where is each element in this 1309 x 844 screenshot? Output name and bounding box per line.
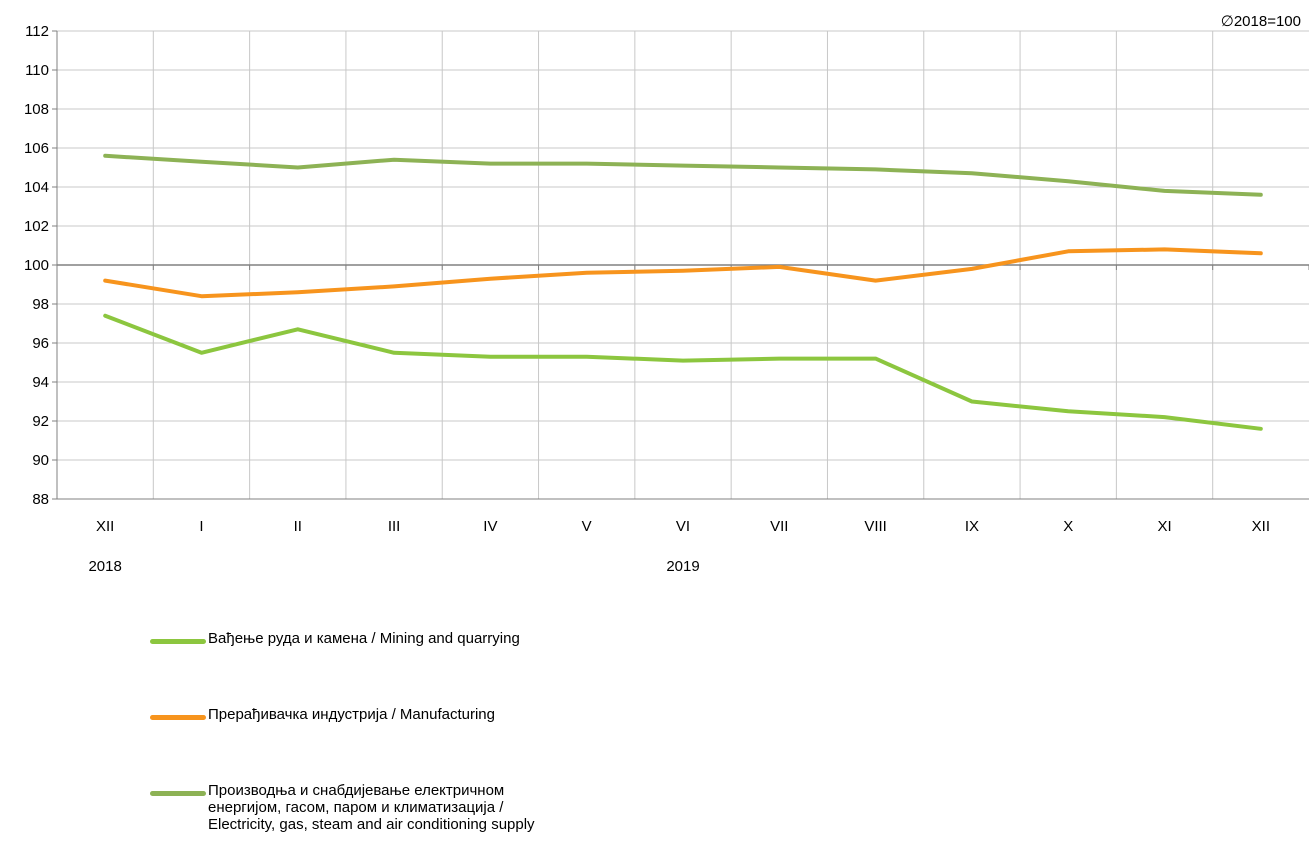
series-line-electricity xyxy=(103,153,1263,197)
y-tick-label: 110 xyxy=(25,62,49,79)
x-tick-label: VI xyxy=(676,518,690,535)
y-tick-label: 104 xyxy=(24,179,49,196)
x-tick-label: V xyxy=(582,518,592,535)
series-line-manufacturing xyxy=(103,247,1263,299)
legend-item-mining: Вађење руда и камена / Mining and quarry… xyxy=(150,630,630,647)
year-label: 2018 xyxy=(88,558,121,575)
x-tick-label: II xyxy=(294,518,302,535)
x-tick-label: I xyxy=(199,518,203,535)
x-tick-label: VII xyxy=(770,518,788,535)
legend-label-mining: Вађење руда и камена / Mining and quarry… xyxy=(208,630,520,647)
legend-swatch-electricity xyxy=(150,791,206,796)
y-tick-label: 98 xyxy=(32,296,49,313)
y-tick-label: 112 xyxy=(25,23,49,40)
y-tick-label: 92 xyxy=(32,413,49,430)
y-tick-label: 106 xyxy=(24,140,49,157)
chart-series xyxy=(103,153,1263,431)
x-tick-label: III xyxy=(388,518,401,535)
y-tick-label: 94 xyxy=(32,374,49,391)
legend-swatch-manufacturing xyxy=(150,715,206,720)
chart-axes xyxy=(52,30,1309,500)
y-tick-label: 90 xyxy=(32,452,49,469)
y-tick-label: 96 xyxy=(32,335,49,352)
x-tick-label: XI xyxy=(1157,518,1171,535)
legend-item-manufacturing: Прерађивачка индустрија / Manufacturing xyxy=(150,706,630,723)
x-tick-label: VIII xyxy=(864,518,887,535)
x-tick-label: IV xyxy=(483,518,497,535)
legend-swatch-mining xyxy=(150,639,206,644)
year-label: 2019 xyxy=(666,558,699,575)
legend-label-manufacturing: Прерађивачка индустрија / Manufacturing xyxy=(208,706,495,723)
base-note: ∅2018=100 xyxy=(1220,13,1301,30)
legend-label-electricity: Производња и снабдијевање електричном ен… xyxy=(208,782,535,833)
legend-item-electricity: Производња и снабдијевање електричном ен… xyxy=(150,782,630,833)
y-tick-label: 100 xyxy=(24,257,49,274)
series-line-mining xyxy=(103,313,1263,431)
x-tick-label: IX xyxy=(965,518,979,535)
x-tick-label: X xyxy=(1063,518,1073,535)
x-tick-label: XII xyxy=(1252,518,1270,535)
y-tick-label: 102 xyxy=(24,218,49,235)
y-tick-label: 88 xyxy=(32,491,49,508)
y-tick-label: 108 xyxy=(24,101,49,118)
x-tick-label: XII xyxy=(96,518,114,535)
